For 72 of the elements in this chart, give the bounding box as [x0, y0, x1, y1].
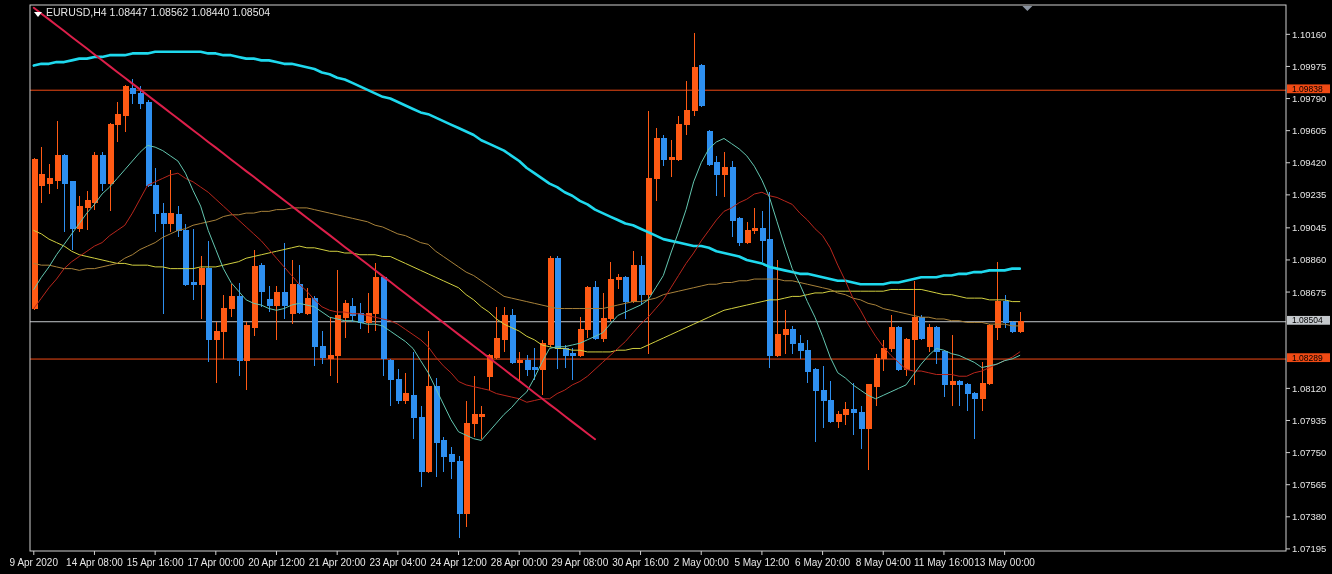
x-tick-label: 23 Apr 04:00 [369, 557, 427, 568]
y-tick-label: 1.07750 [1292, 447, 1327, 459]
x-tick-label: 15 Apr 16:00 [126, 557, 184, 568]
y-tick-label: 1.08860 [1292, 254, 1327, 266]
x-tick-label: 30 Apr 16:00 [612, 557, 670, 568]
candlestick [630, 250, 637, 304]
candlestick [281, 242, 288, 320]
y-tick-label: 1.09235 [1292, 189, 1327, 201]
y-tick-label: 1.09045 [1292, 222, 1327, 234]
line-series [33, 207, 1021, 327]
candlestick [236, 282, 243, 377]
x-tick-label: 13 May 00:00 [974, 557, 1036, 568]
candlestick [402, 372, 409, 405]
candlestick [895, 325, 902, 372]
candlestick [266, 285, 273, 313]
y-tick-label: 1.08675 [1292, 286, 1327, 298]
y-tick-label: 1.08120 [1292, 382, 1327, 394]
candlestick [698, 63, 705, 108]
x-tick-label: 28 Apr 00:00 [490, 557, 548, 568]
candlestick [918, 314, 925, 341]
candlestick [198, 255, 205, 320]
x-tick-label: 9 Apr 2020 [9, 557, 59, 568]
chart-title: EURUSD,H4 1.08447 1.08562 1.08440 1.08504 [46, 6, 271, 18]
y-tick-label: 1.07565 [1292, 479, 1327, 491]
candlestick [304, 287, 311, 316]
candlestick [949, 334, 956, 407]
candlestick [258, 262, 265, 308]
y-tick-label: 1.10160 [1292, 28, 1327, 40]
line-series [32, 6, 597, 441]
x-tick-label: 11 May 16:00 [914, 557, 975, 568]
candlestick [273, 285, 280, 341]
y-tick-label: 1.07935 [1292, 414, 1327, 426]
candlestick [509, 308, 516, 365]
candlestick [516, 351, 523, 381]
ref-line-label: 1.09838 [1292, 83, 1323, 94]
y-tick-label: 1.09790 [1292, 93, 1327, 105]
x-tick-label: 5 May 12:00 [734, 557, 790, 568]
ref-line-label: 1.08504 [1292, 315, 1323, 326]
line-series [33, 172, 1021, 403]
x-tick-label: 24 Apr 12:00 [430, 557, 488, 568]
line-series [32, 50, 1022, 286]
y-tick-label: 1.09605 [1292, 125, 1327, 137]
candlestick [425, 330, 432, 474]
ref-line-label: 1.08289 [1292, 352, 1323, 363]
y-tick-label: 1.07195 [1292, 543, 1327, 555]
candlestick [99, 151, 106, 192]
x-tick-label: 6 May 20:00 [795, 557, 851, 568]
candlestick [296, 264, 303, 315]
line-series [33, 229, 1021, 353]
x-tick-label: 17 Apr 00:00 [187, 557, 245, 568]
x-tick-label: 14 Apr 08:00 [66, 557, 124, 568]
x-tick-label: 2 May 00:00 [673, 557, 730, 568]
candlestick [638, 255, 645, 306]
line-series [33, 137, 1021, 441]
candlestick [554, 255, 561, 370]
x-tick-label: 20 Apr 12:00 [248, 557, 306, 568]
candlestick [721, 151, 728, 198]
candlestick [622, 275, 629, 320]
y-tick-label: 1.07380 [1292, 511, 1327, 523]
x-tick-label: 29 Apr 08:00 [551, 557, 609, 568]
candlestick [1017, 311, 1024, 334]
y-tick-label: 1.09975 [1292, 60, 1327, 72]
candlestick [380, 275, 387, 377]
candlestick [660, 134, 667, 167]
x-tick-label: 21 Apr 20:00 [308, 557, 366, 568]
candlestick [592, 280, 599, 341]
y-tick-label: 1.09420 [1292, 157, 1327, 169]
x-tick-label: 8 May 04:00 [855, 557, 912, 568]
candlestick [167, 169, 174, 233]
candlestick [289, 259, 296, 325]
candlestick [926, 323, 933, 353]
candlestick [205, 240, 212, 363]
